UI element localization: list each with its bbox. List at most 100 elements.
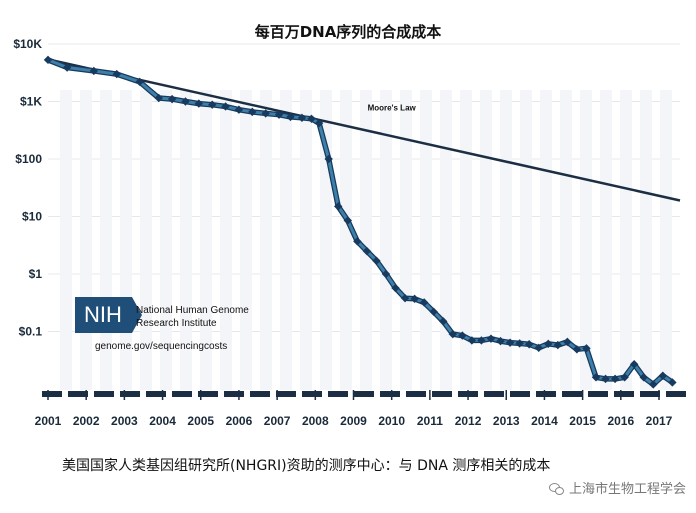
data-point (400, 293, 410, 303)
x-axis-segment (94, 391, 114, 397)
x-tick-label: 2008 (302, 414, 329, 428)
y-tick-label: $0.1 (19, 325, 43, 339)
x-tick-label: 2014 (531, 414, 558, 428)
x-axis-segment (328, 391, 348, 397)
data-point (419, 298, 429, 307)
data-point (467, 336, 477, 345)
data-point (194, 99, 204, 108)
data-point (601, 374, 610, 384)
wechat-icon (548, 482, 565, 495)
background-bar (560, 90, 572, 390)
data-point (439, 317, 448, 326)
background-bar (540, 90, 552, 390)
background-bar (240, 90, 252, 390)
data-point (234, 105, 244, 114)
background-bar (300, 90, 312, 390)
x-axis-segment (42, 391, 62, 397)
x-axis-segment (588, 391, 608, 397)
x-axis-segment (120, 391, 140, 397)
nih-logo: NIH National Human Genome Research Insti… (75, 297, 249, 352)
x-tick-label: 2003 (111, 414, 138, 428)
data-point (610, 374, 620, 384)
data-point (658, 371, 668, 380)
x-axis-segment (250, 391, 270, 397)
data-point (362, 246, 372, 256)
nih-institute-line1: National Human Genome (136, 305, 249, 316)
moores-law-line (47, 58, 681, 202)
x-axis-segment (666, 391, 686, 397)
data-point (486, 334, 496, 343)
background-bar (340, 90, 352, 390)
data-point (307, 114, 316, 124)
background-bar (380, 90, 392, 390)
data-point (572, 345, 582, 354)
y-tick-label: $10 (22, 210, 42, 224)
data-point (544, 339, 553, 349)
data-point (649, 380, 658, 389)
data-point (62, 63, 72, 72)
data-point (639, 373, 648, 382)
y-tick-label: $1K (20, 95, 42, 109)
data-point (297, 113, 307, 123)
data-point (563, 337, 572, 347)
x-tick-label: 2015 (569, 414, 596, 428)
data-point (286, 112, 295, 122)
x-axis-segment (380, 391, 400, 397)
x-tick-label: 2005 (187, 414, 214, 428)
data-point (167, 94, 177, 104)
figure-caption: 美国国家人类基因组研究所(NHGRI)资助的测序中心：与 DNA 测序相关的成本 (62, 458, 551, 474)
data-point (524, 340, 534, 349)
data-point (43, 55, 53, 65)
background-bar (360, 90, 372, 390)
x-axis-segment (510, 391, 530, 397)
x-tick-label: 2004 (149, 414, 176, 428)
data-point (248, 107, 257, 117)
x-axis-segment (484, 391, 504, 397)
data-point (112, 69, 121, 79)
background-bar (440, 90, 452, 390)
x-axis-segment (354, 391, 374, 397)
data-point (181, 97, 190, 106)
data-point (334, 202, 343, 211)
nih-logo-text: NIH (84, 302, 122, 327)
nih-logo-arrow (132, 297, 142, 333)
x-axis-segment (562, 391, 582, 397)
data-point (553, 340, 563, 350)
background-bar (200, 90, 212, 390)
x-tick-label: 2002 (73, 414, 100, 428)
background-bar (400, 90, 412, 390)
chart: 每百万DNA序列的合成成本 $10K$1K$100$10$1$0.1 2001 2… (13, 23, 688, 428)
data-point (324, 154, 333, 164)
y-tick-label: $1 (29, 267, 43, 281)
data-point (448, 329, 457, 339)
background-bar (480, 90, 492, 390)
y-tick-label: $100 (15, 152, 42, 166)
nih-url: genome.gov/sequencingcosts (95, 341, 227, 352)
data-point (620, 373, 629, 382)
data-point (314, 118, 324, 128)
data-point (135, 77, 144, 87)
x-axis-segment (614, 391, 634, 397)
data-point (154, 93, 163, 103)
x-tick-label: 2013 (493, 414, 520, 428)
watermark-text: 上海市生物工程学会 (568, 482, 686, 497)
x-tick-label: 2009 (340, 414, 367, 428)
x-tick-label: 2017 (646, 414, 673, 428)
data-point (505, 338, 515, 347)
x-axis: 2001 2002 2003 2004 2005 2006 2007 2008 2009 2010… (35, 390, 688, 428)
background-bar (500, 90, 512, 390)
data-point (591, 373, 601, 382)
x-tick-label: 2006 (226, 414, 253, 428)
background-bar (80, 90, 92, 390)
x-tick-label: 2010 (378, 414, 405, 428)
data-point (429, 307, 438, 317)
data-point (391, 283, 400, 293)
x-tick-label: 2007 (264, 414, 291, 428)
background-bar (580, 90, 592, 390)
data-point (410, 294, 419, 304)
data-point (343, 216, 352, 225)
background-bar (600, 90, 612, 390)
x-axis-segment (172, 391, 192, 397)
y-tick-label: $10K (13, 37, 42, 51)
nih-logo-box (75, 297, 132, 333)
